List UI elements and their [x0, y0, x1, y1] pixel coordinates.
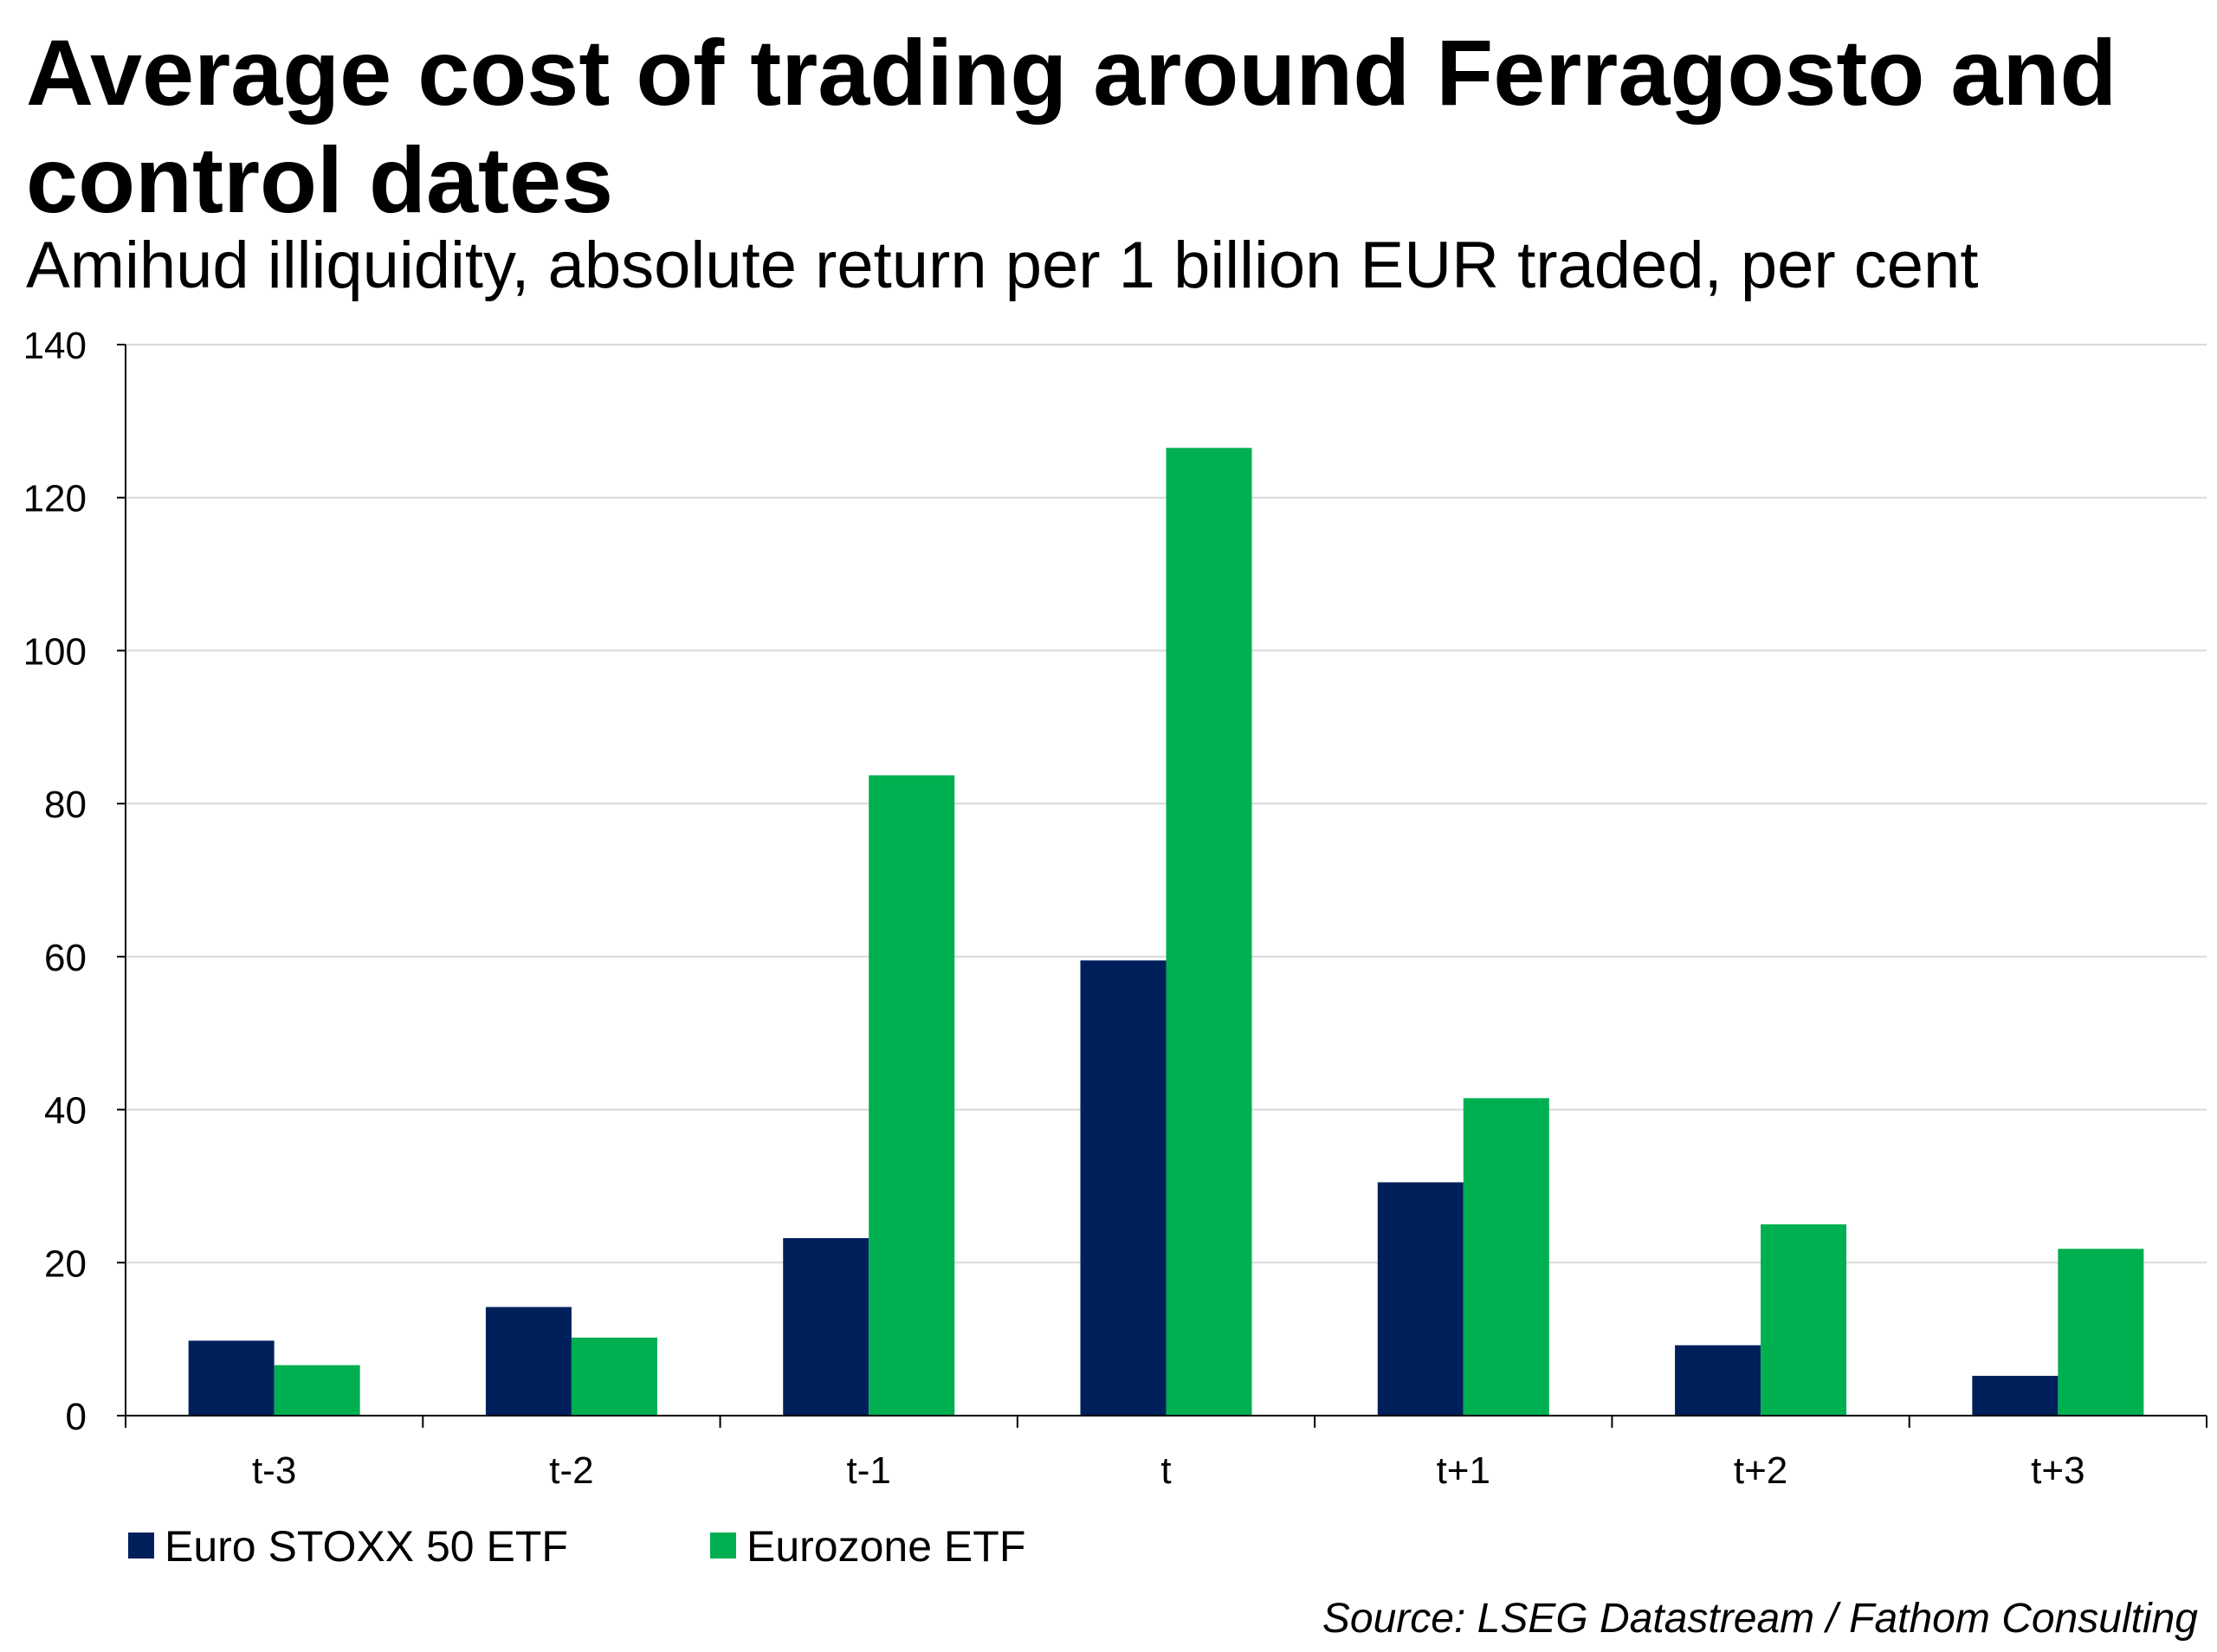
y-axis-ticks: 0 20 40 60 80 100 120 140	[23, 325, 126, 1438]
y-tick-label: 140	[23, 325, 87, 367]
bar-euro-stoxx-50-etf-t+1	[1377, 1182, 1464, 1416]
x-tick-label: t-3	[252, 1449, 296, 1492]
legend: Euro STOXX 50 ETF Eurozone ETF	[128, 1522, 1025, 1571]
x-tick-label: t+2	[1734, 1449, 1787, 1492]
bar-eurozone-etf-t+1	[1463, 1098, 1549, 1416]
chart-subtitle: Amihud illiquidity, absolute return per …	[26, 229, 1979, 302]
bars	[188, 448, 2144, 1416]
bar-euro-stoxx-50-etf-t	[1080, 960, 1167, 1416]
legend-label: Euro STOXX 50 ETF	[165, 1522, 568, 1571]
legend-swatch	[128, 1533, 154, 1558]
y-tick-label: 60	[44, 937, 87, 979]
bar-eurozone-etf-t+3	[2058, 1249, 2144, 1416]
y-tick-label: 120	[23, 478, 87, 520]
chart-title: Average cost of trading around Ferragost…	[26, 20, 2117, 232]
bar-euro-stoxx-50-etf-t-3	[188, 1340, 275, 1416]
bar-euro-stoxx-50-etf-t-1	[783, 1238, 869, 1416]
axes	[125, 345, 2207, 1416]
bar-euro-stoxx-50-etf-t+3	[1972, 1376, 2059, 1416]
bar-euro-stoxx-50-etf-t-2	[485, 1307, 572, 1416]
legend-label: Eurozone ETF	[747, 1522, 1025, 1571]
y-tick-label: 0	[66, 1396, 87, 1438]
x-tick-label: t	[1160, 1449, 1171, 1492]
y-tick-label: 20	[44, 1242, 87, 1285]
source-note: Source: LSEG Datastream / Fathom Consult…	[1322, 1596, 2198, 1642]
x-tick-label: t+1	[1437, 1449, 1490, 1492]
x-tick-label: t-2	[549, 1449, 593, 1492]
bar-euro-stoxx-50-etf-t+2	[1675, 1345, 1761, 1416]
legend-item: Euro STOXX 50 ETF	[128, 1522, 568, 1571]
y-tick-label: 100	[23, 630, 87, 673]
legend-swatch	[710, 1533, 736, 1558]
x-tick-label: t+3	[2031, 1449, 2084, 1492]
x-tick-label: t-1	[847, 1449, 891, 1492]
bar-eurozone-etf-t-1	[869, 775, 955, 1416]
bar-eurozone-etf-t-2	[571, 1337, 657, 1416]
bar-eurozone-etf-t	[1166, 448, 1252, 1416]
bar-eurozone-etf-t+2	[1761, 1224, 1847, 1416]
y-tick-label: 40	[44, 1090, 87, 1133]
x-axis-ticks: t-3 t-2 t-1 t t+1 t+2 t+3	[125, 1416, 2207, 1492]
y-tick-label: 80	[44, 784, 87, 826]
legend-item: Eurozone ETF	[710, 1522, 1025, 1571]
bar-eurozone-etf-t-3	[274, 1365, 360, 1416]
